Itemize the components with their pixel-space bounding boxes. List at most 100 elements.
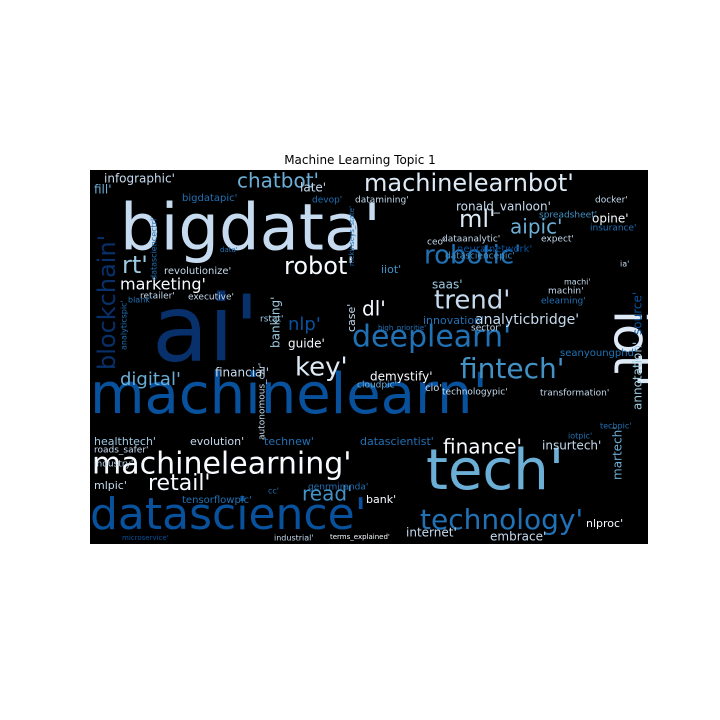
cloud-word: technologypic' <box>442 388 508 398</box>
cloud-word: annotation' <box>631 342 645 410</box>
cloud-word: mckinseys_state' <box>348 206 356 266</box>
cloud-word: tech' <box>426 438 564 503</box>
cloud-word: guide' <box>288 337 325 351</box>
cloud-word: transformation' <box>540 389 609 399</box>
cloud-word: rt' <box>122 251 148 279</box>
cloud-word: high_prioritie' <box>378 324 426 332</box>
cloud-word: data' <box>220 246 238 254</box>
cloud-word: neuralnetwork' <box>457 244 532 255</box>
cloud-word: genrmiranda' <box>308 483 368 493</box>
cloud-word: key' <box>295 353 348 383</box>
cloud-word: evolution' <box>190 435 244 448</box>
cloud-word: chatbot' <box>237 170 319 193</box>
cloud-word: saas' <box>432 278 463 292</box>
cloud-word: bigdatapic' <box>182 193 237 204</box>
cloud-word: marketing' <box>120 275 206 294</box>
cloud-word: docker' <box>595 196 628 206</box>
cloud-word: nlp' <box>288 314 321 335</box>
cloud-word: cc' <box>268 487 279 496</box>
cloud-word: analyticbridge' <box>475 312 579 328</box>
cloud-word: read' <box>302 482 353 506</box>
cloud-word: autonomous_car' <box>258 363 268 440</box>
cloud-word: expect' <box>541 235 574 245</box>
cloud-word: deeplearn' <box>352 320 511 355</box>
cloud-word: technology' <box>420 503 583 536</box>
cloud-word: case' <box>345 304 358 332</box>
cloud-word: trend' <box>434 286 510 316</box>
cloud-word: datasciencectrl' <box>150 217 159 280</box>
cloud-word: machi' <box>564 278 591 287</box>
cloud-word: insurtech' <box>542 439 601 453</box>
cloud-word: devop' <box>312 196 342 206</box>
cloud-word: revolutionize' <box>164 266 231 277</box>
cloud-word: robot' <box>284 252 354 280</box>
cloud-word: late' <box>300 181 326 195</box>
cloud-word: ai' <box>152 275 259 382</box>
figure-title: Machine Learning Topic 1 <box>284 153 436 167</box>
cloud-word: datascientist' <box>360 435 434 448</box>
cloud-word: dl' <box>362 297 386 321</box>
cloud-word: elearning' <box>541 297 586 307</box>
cloud-word: bank' <box>366 493 396 506</box>
cloud-word: datamining' <box>355 196 409 206</box>
cloud-word: financial' <box>215 366 269 380</box>
cloud-word: retail' <box>148 471 210 496</box>
cloud-word: blank' <box>128 296 152 305</box>
cloud-word: machin' <box>548 287 584 297</box>
cloud-word: executive' <box>188 293 234 303</box>
cloud-word: banking' <box>269 297 283 348</box>
word-group: ai'machinelearn' bigdata' tech' iot' datasci… <box>90 170 648 544</box>
cloud-word: source' <box>631 292 645 335</box>
cloud-word: healthtech' <box>94 435 156 448</box>
cloud-word: spreadsheet' <box>539 211 597 221</box>
cloud-word: datasciencepic' <box>445 252 515 262</box>
cloud-word: mlpic' <box>94 479 127 492</box>
word-cloud: ai' machinelearn' bigdata' tech' iot' datasci… <box>90 170 648 544</box>
cloud-word: machinelearnbot' <box>364 170 574 197</box>
cloud-word: retailer' <box>140 292 175 302</box>
cloud-word: ronald_vanloon' <box>456 200 551 214</box>
cloud-word: machinelearning' <box>92 447 352 482</box>
cloud-word: aipic' <box>510 215 563 239</box>
cloud-word: opine' <box>592 212 629 226</box>
cloud-word: industrial' <box>274 534 314 543</box>
cloud-word: tensorflowpic' <box>182 495 252 506</box>
cloud-word: innovation' <box>423 314 484 327</box>
cloud-word: embrace' <box>490 530 546 544</box>
cloud-word: digital' <box>120 369 181 390</box>
cloud-word: cio' <box>425 383 442 394</box>
cloud-word: robotic' <box>424 241 521 271</box>
cloud-word: technew' <box>264 435 314 448</box>
cloud-word: techpic' <box>600 422 631 431</box>
cloud-word: sector' <box>471 324 501 334</box>
cloud-word: finance' <box>443 435 522 459</box>
cloud-word: seanyoungphd' <box>560 348 637 359</box>
cloud-word: nlproc' <box>586 517 623 530</box>
cloud-word: datascience' <box>90 489 367 540</box>
cloud-word: fintech' <box>460 352 564 385</box>
cloud-word: fill' <box>94 183 112 197</box>
cloud-word: iotpic' <box>568 432 592 441</box>
cloud-word: ml' <box>459 205 496 233</box>
cloud-word: insurance' <box>590 224 636 234</box>
cloud-word: rstat' <box>260 315 283 325</box>
cloud-word: martech' <box>611 426 625 480</box>
cloud-word: iiot' <box>381 263 401 276</box>
cloud-word: roads_safer' <box>94 446 149 456</box>
cloud-word: microservice' <box>122 534 169 542</box>
cloud-word: iot' <box>603 310 649 388</box>
cloud-word: demystify' <box>370 370 433 384</box>
cloud-word: cloudpic' <box>357 381 397 391</box>
cloud-word: terms_explained' <box>330 533 390 541</box>
cloud-word: bigdata' <box>120 192 381 266</box>
cloud-word: infographic' <box>104 172 175 186</box>
cloud-word: industry' <box>94 460 133 470</box>
cloud-word: machinelearn' <box>90 362 488 427</box>
cloud-word: internet' <box>406 526 457 540</box>
cloud-word: dataanalytic' <box>442 235 500 245</box>
cloud-word: blockchain' <box>93 235 121 370</box>
cloud-word: analyticspic' <box>120 300 129 350</box>
word-cloud-canvas: ai'machinelearn' bigdata' tech' iot' datasci… <box>90 170 648 544</box>
cloud-word: ia' <box>620 260 629 269</box>
cloud-word: ceo' <box>427 238 445 248</box>
